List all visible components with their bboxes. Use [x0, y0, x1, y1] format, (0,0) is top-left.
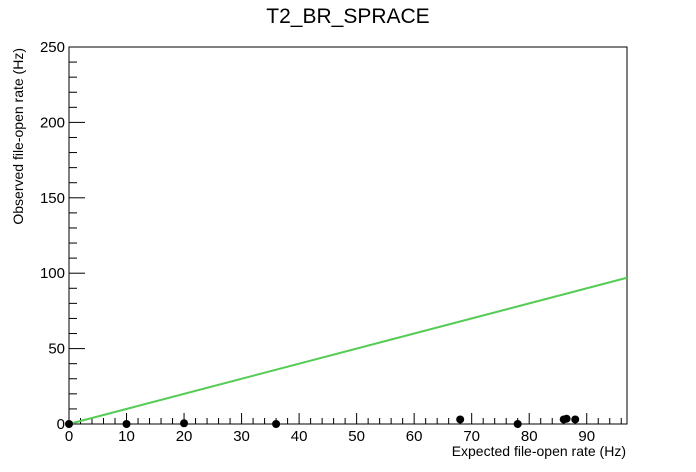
y-tick-label: 250 [40, 39, 65, 56]
y-axis: 0 50 100 150 200 250 [40, 39, 85, 433]
y-tick-label: 200 [40, 114, 65, 131]
y-tick-label: 0 [57, 416, 65, 433]
x-tick-label: 70 [463, 428, 480, 445]
y-tick-label: 100 [40, 265, 65, 282]
x-tick-label: 60 [406, 428, 423, 445]
y-axis-title: Observed file-open rate (Hz) [10, 48, 26, 225]
x-axis-title: Expected file-open rate (Hz) [452, 443, 626, 459]
x-tick-label: 80 [521, 428, 538, 445]
y-tick-label: 50 [48, 341, 65, 358]
x-tick-label: 50 [348, 428, 365, 445]
data-points [65, 414, 580, 428]
x-tick-label: 40 [291, 428, 308, 445]
x-tick-label: 30 [233, 428, 250, 445]
x-tick-label: 10 [118, 428, 135, 445]
data-point [180, 419, 189, 428]
data-point [562, 414, 571, 423]
x-tick-label: 20 [176, 428, 193, 445]
reference-line [68, 276, 628, 425]
data-point [65, 420, 73, 428]
data-point [272, 420, 281, 428]
x-tick-label: 0 [65, 428, 73, 445]
data-point [456, 415, 465, 424]
data-point [122, 420, 131, 428]
chart-title: T2_BR_SPRACE [266, 5, 429, 28]
plot-frame [68, 46, 628, 425]
data-point [571, 415, 580, 424]
x-axis: 0 10 20 30 40 50 60 70 80 90 [65, 413, 622, 445]
x-tick-label: 90 [578, 428, 595, 445]
data-point [513, 420, 522, 428]
y-tick-label: 150 [40, 190, 65, 207]
